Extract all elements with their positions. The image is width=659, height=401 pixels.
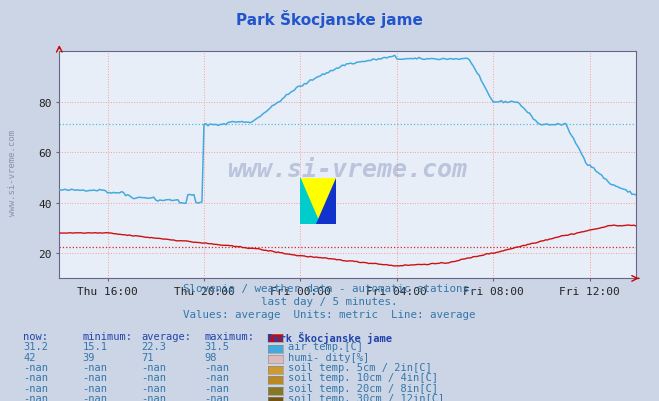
Text: 31.2: 31.2 bbox=[23, 341, 48, 351]
Text: -nan: -nan bbox=[142, 383, 167, 393]
Text: average:: average: bbox=[142, 331, 192, 341]
Text: 31.5: 31.5 bbox=[204, 341, 229, 351]
Text: soil temp. 10cm / 4in[C]: soil temp. 10cm / 4in[C] bbox=[288, 373, 438, 383]
Text: 71: 71 bbox=[142, 352, 154, 362]
Text: -nan: -nan bbox=[204, 362, 229, 372]
Text: soil temp. 20cm / 8in[C]: soil temp. 20cm / 8in[C] bbox=[288, 383, 438, 393]
Text: -nan: -nan bbox=[82, 383, 107, 393]
Text: -nan: -nan bbox=[142, 393, 167, 401]
Text: www.si-vreme.com: www.si-vreme.com bbox=[8, 130, 17, 215]
Text: now:: now: bbox=[23, 331, 48, 341]
Text: -nan: -nan bbox=[204, 393, 229, 401]
Text: -nan: -nan bbox=[23, 362, 48, 372]
Text: last day / 5 minutes.: last day / 5 minutes. bbox=[261, 296, 398, 306]
Text: humi- dity[%]: humi- dity[%] bbox=[288, 352, 369, 362]
Text: -nan: -nan bbox=[82, 373, 107, 383]
Text: Slovenia / weather data - automatic stations.: Slovenia / weather data - automatic stat… bbox=[183, 284, 476, 294]
Text: 98: 98 bbox=[204, 352, 217, 362]
Text: minimum:: minimum: bbox=[82, 331, 132, 341]
Text: -nan: -nan bbox=[204, 383, 229, 393]
Text: soil temp. 5cm / 2in[C]: soil temp. 5cm / 2in[C] bbox=[288, 362, 432, 372]
Text: -nan: -nan bbox=[82, 362, 107, 372]
Text: 22.3: 22.3 bbox=[142, 341, 167, 351]
Text: -nan: -nan bbox=[23, 373, 48, 383]
Text: Values: average  Units: metric  Line: average: Values: average Units: metric Line: aver… bbox=[183, 309, 476, 319]
Text: air temp.[C]: air temp.[C] bbox=[288, 341, 363, 351]
Text: -nan: -nan bbox=[23, 393, 48, 401]
Text: Park Škocjanske jame: Park Škocjanske jame bbox=[236, 10, 423, 28]
Text: -nan: -nan bbox=[142, 373, 167, 383]
Text: 15.1: 15.1 bbox=[82, 341, 107, 351]
Text: maximum:: maximum: bbox=[204, 331, 254, 341]
Text: 42: 42 bbox=[23, 352, 36, 362]
Text: Park Škocjanske jame: Park Škocjanske jame bbox=[267, 331, 392, 343]
Text: www.si-vreme.com: www.si-vreme.com bbox=[227, 158, 468, 182]
Text: -nan: -nan bbox=[204, 373, 229, 383]
Polygon shape bbox=[300, 178, 320, 225]
Polygon shape bbox=[316, 178, 336, 225]
Text: 39: 39 bbox=[82, 352, 95, 362]
Text: soil temp. 30cm / 12in[C]: soil temp. 30cm / 12in[C] bbox=[288, 393, 444, 401]
Text: -nan: -nan bbox=[23, 383, 48, 393]
Text: -nan: -nan bbox=[142, 362, 167, 372]
Text: -nan: -nan bbox=[82, 393, 107, 401]
